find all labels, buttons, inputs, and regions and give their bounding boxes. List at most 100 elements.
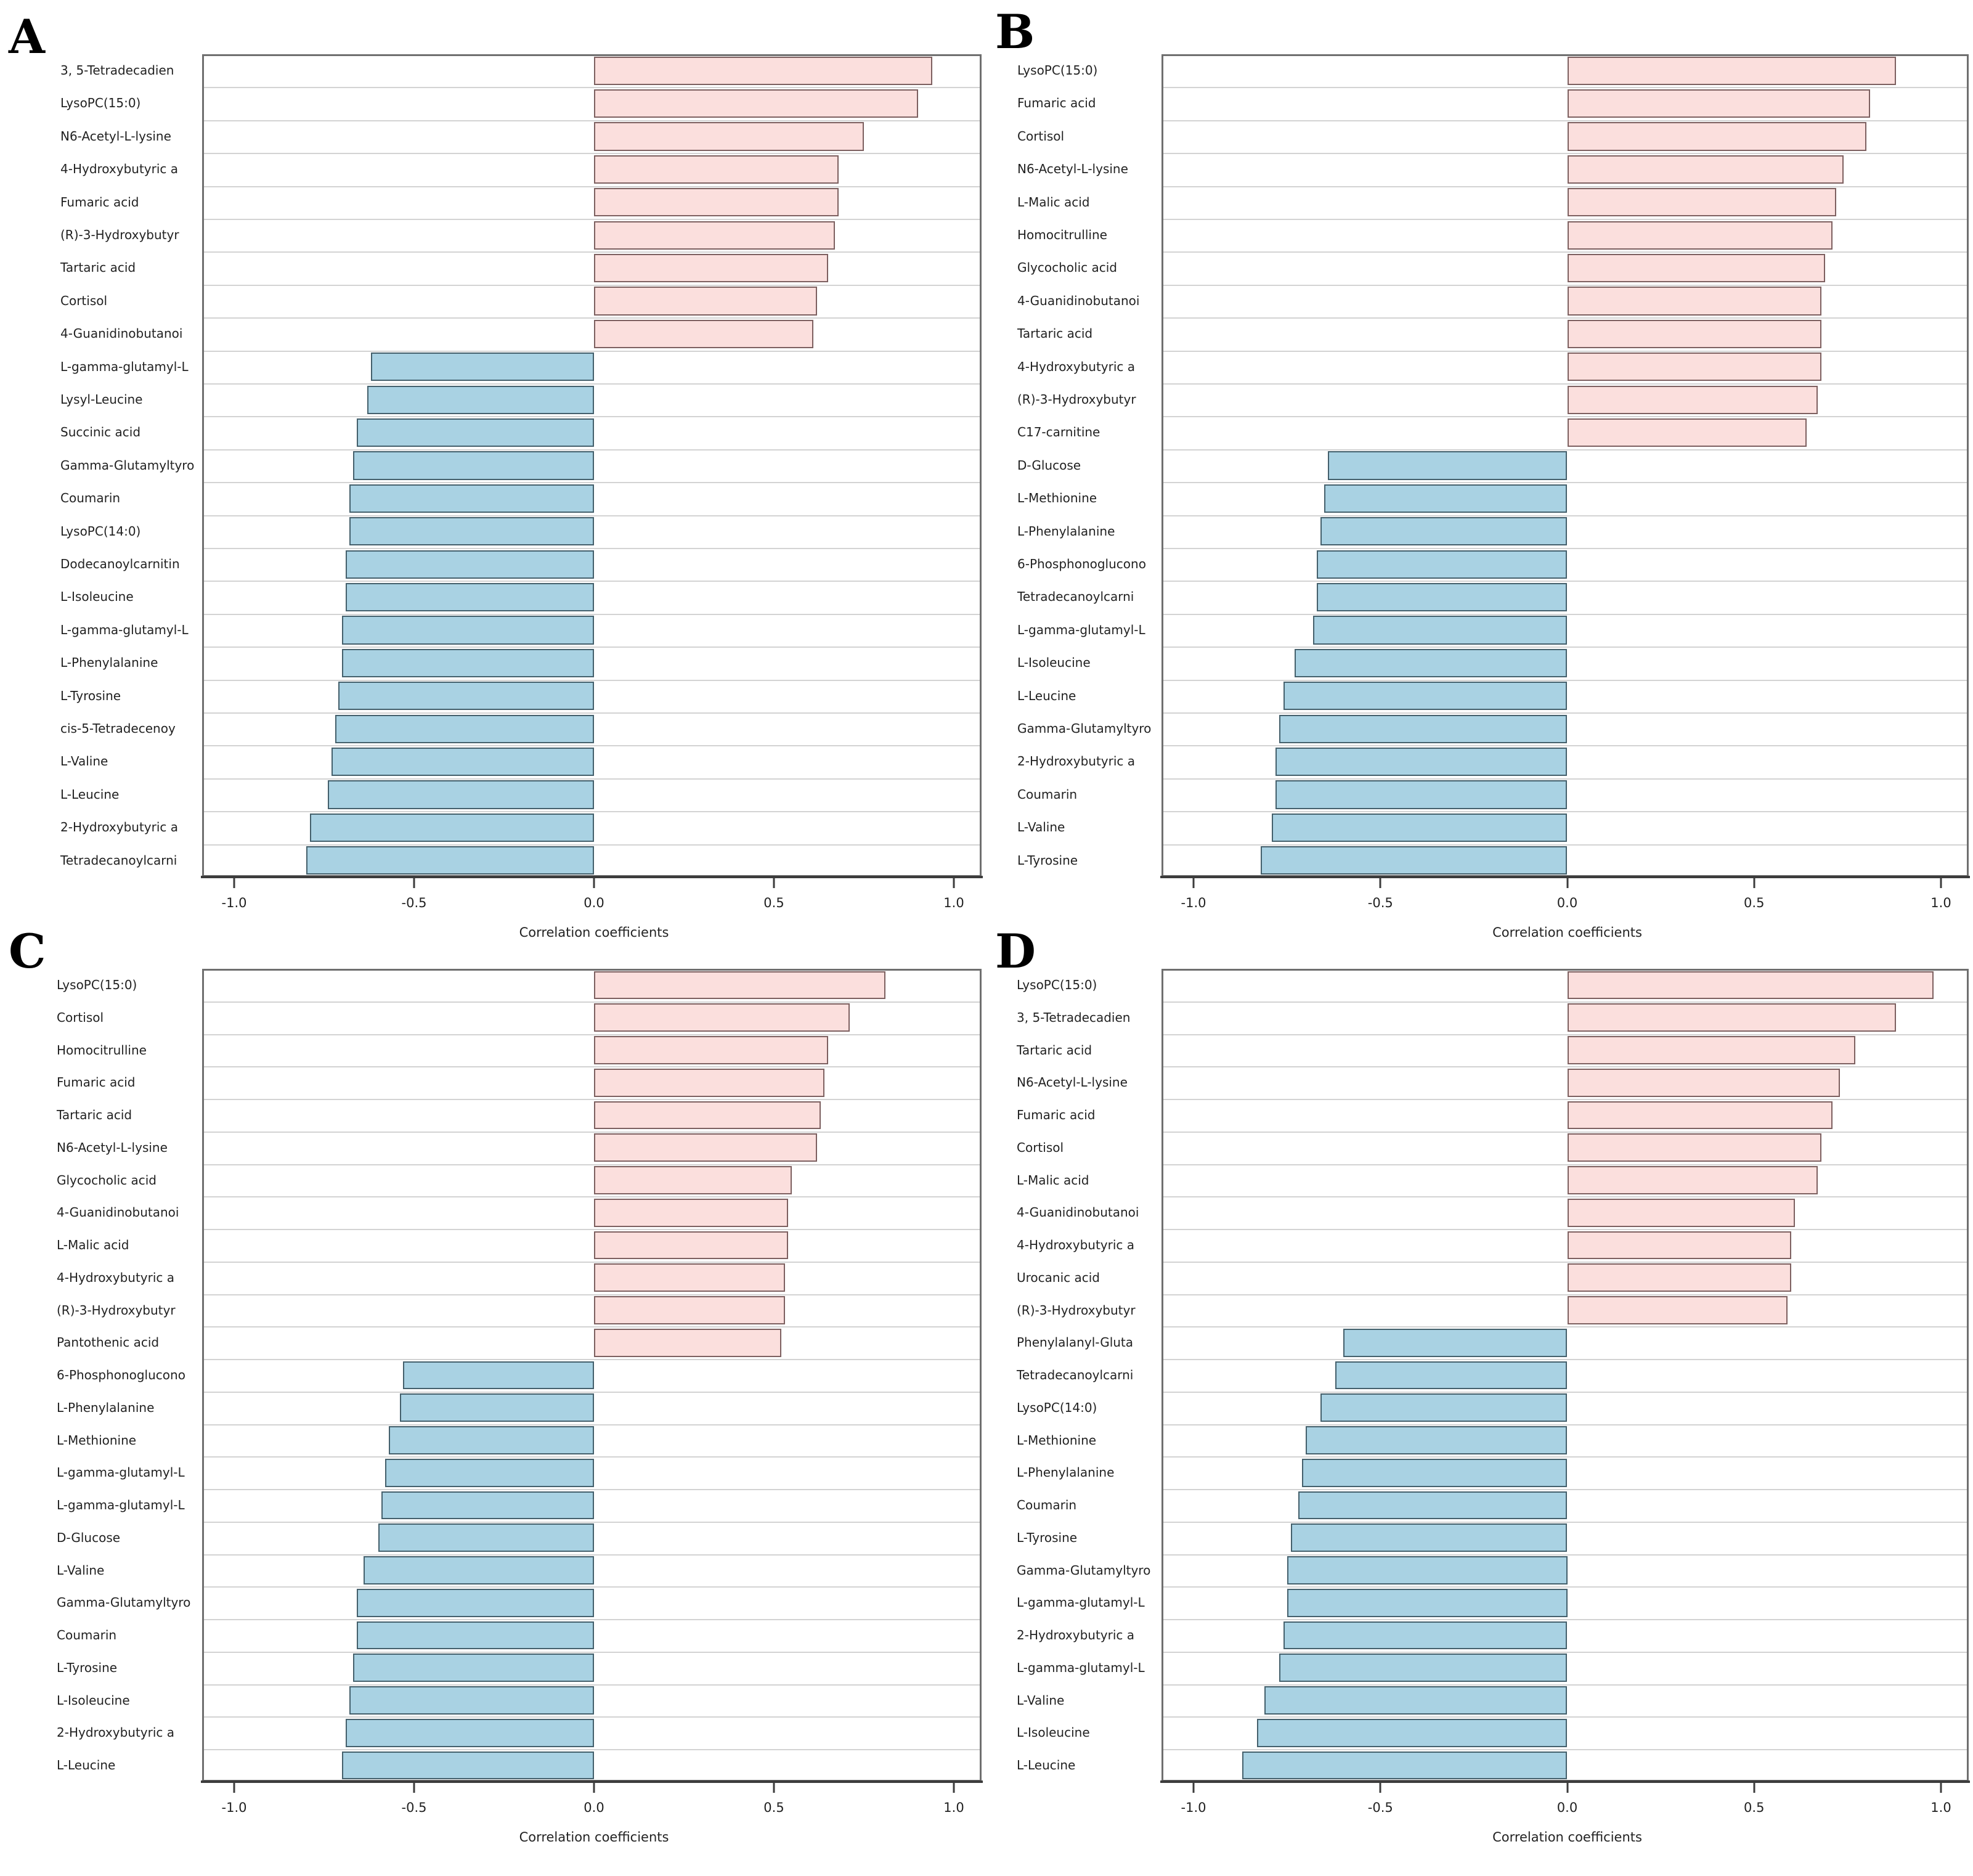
bar <box>1264 1686 1568 1715</box>
bar <box>1567 1263 1792 1292</box>
bar <box>1567 1231 1792 1260</box>
gridline <box>204 1326 980 1328</box>
category-label: cis-5-Tetradecenoy <box>60 721 176 736</box>
gridline <box>204 745 980 747</box>
category-label: (R)-3-Hydroxybutyr <box>57 1302 176 1318</box>
category-label: L-gamma-glutamyl-L <box>57 1465 185 1480</box>
gridline <box>204 317 980 319</box>
bar <box>1567 353 1821 381</box>
x-axis-tick <box>773 878 775 888</box>
category-label: Coumarin <box>57 1628 117 1643</box>
gridline <box>1163 186 1967 187</box>
gridline <box>204 1034 980 1035</box>
gridline <box>1163 581 1967 582</box>
gridline <box>1163 1294 1967 1295</box>
category-label: L-Phenylalanine <box>1017 523 1115 539</box>
gridline <box>204 1489 980 1491</box>
gridline <box>1163 350 1967 352</box>
gridline <box>204 548 980 549</box>
category-label: D-Glucose <box>57 1530 121 1545</box>
bar <box>385 1458 594 1487</box>
category-label: Lysyl-Leucine <box>60 392 143 407</box>
gridline <box>1163 317 1967 319</box>
x-axis-tick <box>1192 878 1195 888</box>
gridline <box>204 1131 980 1133</box>
bar <box>594 1133 818 1162</box>
x-axis-tick <box>1940 1783 1942 1793</box>
category-label: 4-Guanidinobutanoi <box>1017 1205 1139 1220</box>
bar <box>1343 1328 1568 1357</box>
gridline <box>1163 712 1967 714</box>
x-axis-title: Correlation coefficients <box>519 1830 669 1845</box>
bar <box>1283 682 1568 711</box>
panel-a-letter: A <box>9 9 45 64</box>
category-label: L-Valine <box>60 754 108 769</box>
gridline <box>1163 1684 1967 1686</box>
bar <box>346 550 594 579</box>
category-label: L-Isoleucine <box>1017 1725 1090 1740</box>
x-axis-tick <box>1940 878 1942 888</box>
category-label: Glycocholic acid <box>57 1172 157 1188</box>
x-axis-tick <box>1753 1783 1755 1793</box>
bar <box>335 714 594 743</box>
gridline <box>1163 416 1967 418</box>
gridline <box>204 449 980 451</box>
bar <box>1567 155 1844 184</box>
x-axis-tick <box>1753 878 1755 888</box>
category-label: L-gamma-glutamyl-L <box>57 1498 185 1513</box>
gridline <box>204 844 980 846</box>
category-label: Fumaric acid <box>1017 1107 1096 1123</box>
category-label: 2-Hydroxybutyric a <box>60 820 179 835</box>
panel-c: C LysoPC(15:0) Cortisol Homocitrulline Fuma… <box>0 928 986 1876</box>
x-axis-tick-label: 1.0 <box>943 1800 964 1815</box>
x-axis-tick-label: -0.5 <box>401 895 427 910</box>
gridline <box>204 679 980 681</box>
bar <box>594 1166 792 1194</box>
bar <box>342 1751 594 1780</box>
bar <box>1567 122 1866 151</box>
category-label: 6-Phosphonoglucono <box>1017 557 1146 571</box>
category-label: N6-Acetyl-L-lysine <box>57 1140 168 1155</box>
bar <box>399 1393 594 1422</box>
category-label: L-Isoleucine <box>57 1692 130 1708</box>
gridline <box>1163 1066 1967 1068</box>
bar <box>1567 287 1821 316</box>
bar <box>1275 780 1568 809</box>
gridline <box>1163 745 1967 747</box>
x-axis-tick <box>413 1783 415 1793</box>
x-axis-tick <box>1379 878 1381 888</box>
gridline <box>1163 1164 1967 1165</box>
category-label: L-gamma-glutamyl-L <box>1017 622 1145 637</box>
bar <box>356 418 594 447</box>
bar <box>594 1198 789 1227</box>
bar <box>331 747 594 777</box>
x-axis-tick-label: 1.0 <box>1930 1800 1951 1815</box>
category-label: N6-Acetyl-L-lysine <box>1017 161 1128 177</box>
category-label: L-Tyrosine <box>1017 852 1078 868</box>
gridline <box>1163 1196 1967 1198</box>
gridline <box>1163 548 1967 549</box>
gridline <box>1163 1424 1967 1425</box>
bar <box>1261 846 1568 875</box>
gridline <box>1163 1651 1967 1653</box>
x-axis-tick-label: 0.5 <box>763 895 784 910</box>
category-label: 4-Hydroxybutyric a <box>1017 359 1136 374</box>
category-label: Tetradecanoylcarni <box>1017 1368 1134 1383</box>
bar <box>1567 418 1807 447</box>
category-label: Fumaric acid <box>57 1075 136 1090</box>
category-label: L-Tyrosine <box>57 1660 118 1675</box>
category-label: Coumarin <box>60 491 121 506</box>
gridline <box>1163 1001 1967 1003</box>
gridline <box>1163 1099 1967 1101</box>
x-axis-tick <box>953 1783 955 1793</box>
bar <box>1287 1556 1568 1584</box>
x-axis-line <box>201 1780 983 1783</box>
category-label: L-Leucine <box>60 786 120 802</box>
bar <box>594 253 828 283</box>
bar <box>356 1621 594 1650</box>
gridline <box>1163 1229 1967 1231</box>
bar <box>1567 188 1837 217</box>
gridline <box>1163 1456 1967 1458</box>
bar <box>342 648 594 678</box>
gridline <box>204 811 980 813</box>
